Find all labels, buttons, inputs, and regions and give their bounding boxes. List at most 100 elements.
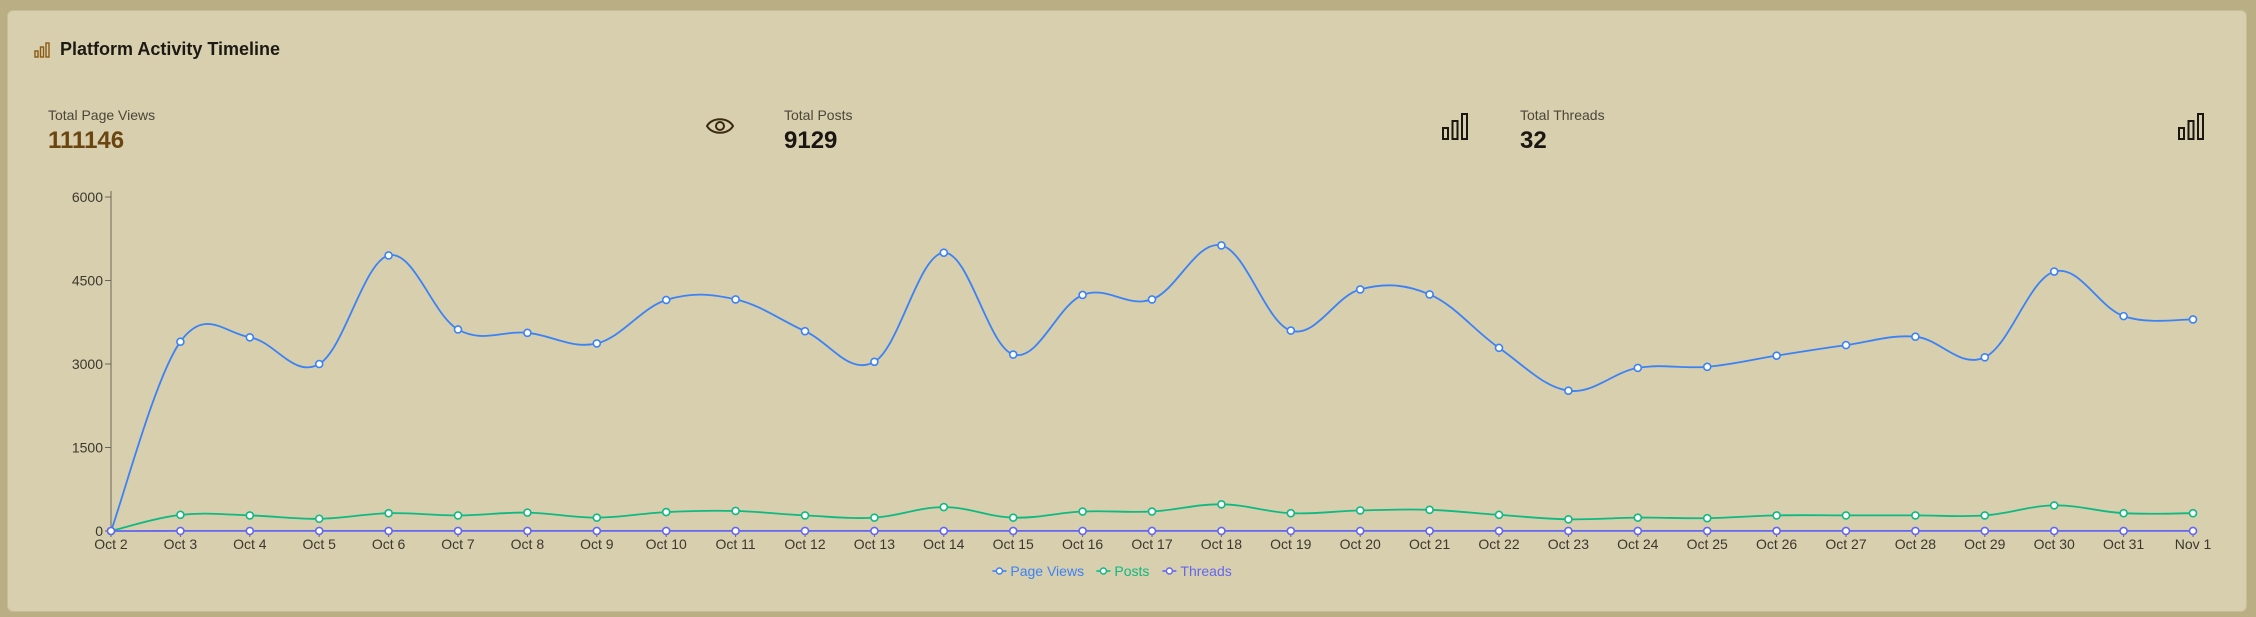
card-title: Platform Activity Timeline: [60, 39, 281, 59]
data-point-posts: [245, 511, 255, 520]
legend-label-page-views: Page Views: [1010, 563, 1084, 579]
data-point-threads: [1286, 526, 1296, 536]
data-point-page-views: [1633, 363, 1643, 373]
stat-page-views: Total Page Views 111146: [48, 107, 748, 167]
data-point-page-views: [1564, 386, 1573, 396]
data-point-posts: [1078, 507, 1087, 516]
bar-chart-icon: [34, 41, 50, 58]
x-tick-label: Oct 26: [1756, 536, 1797, 552]
x-tick-label: Oct 13: [854, 536, 895, 552]
stat-label: Total Posts: [784, 107, 853, 123]
data-point-threads: [523, 526, 532, 536]
data-point-threads: [453, 526, 463, 536]
data-point-page-views: [1147, 295, 1157, 304]
data-point-posts: [1147, 507, 1157, 516]
data-point-threads: [1841, 526, 1851, 536]
data-point-page-views: [1217, 241, 1226, 250]
data-point-page-views: [523, 328, 532, 338]
data-point-posts: [1980, 511, 1990, 520]
stat-value: 32: [1520, 127, 1547, 154]
x-tick-label: Oct 31: [2103, 536, 2144, 552]
x-tick-label: Oct 20: [1340, 536, 1381, 552]
data-point-threads: [1772, 526, 1781, 536]
x-tick-label: Oct 4: [233, 536, 267, 552]
x-tick-label: Oct 28: [1895, 536, 1936, 552]
data-point-threads: [384, 526, 393, 536]
data-point-page-views: [176, 337, 185, 347]
data-point-page-views: [661, 295, 671, 305]
data-point-posts: [1564, 515, 1573, 524]
x-tick-label: Oct 17: [1131, 536, 1172, 552]
data-point-posts: [453, 511, 463, 520]
data-point-page-views: [939, 248, 949, 257]
y-tick-label: 4500: [72, 273, 103, 289]
data-point-threads: [1980, 526, 1990, 536]
y-tick-label: 3000: [72, 356, 103, 372]
y-tick-label: 6000: [72, 189, 103, 205]
data-point-page-views: [453, 325, 463, 334]
card-header: Platform Activity Timeline: [34, 39, 280, 60]
data-point-page-views: [1911, 332, 1920, 342]
data-point-page-views: [1702, 362, 1712, 372]
data-point-threads: [1217, 526, 1226, 536]
x-tick-label: Oct 6: [372, 536, 406, 552]
stat-label: Total Threads: [1520, 107, 1605, 123]
data-point-posts: [2119, 508, 2128, 518]
data-point-threads: [870, 526, 879, 536]
data-point-posts: [1633, 513, 1643, 522]
x-tick-label: Oct 10: [646, 536, 687, 552]
bar-chart-icon: [2177, 113, 2205, 141]
data-point-threads: [176, 526, 185, 536]
data-point-posts: [176, 510, 185, 520]
data-point-page-views: [2188, 315, 2198, 324]
x-tick-label: Oct 27: [1825, 536, 1866, 552]
data-point-page-views: [1425, 290, 1434, 299]
data-point-page-views: [314, 359, 324, 369]
legend-marker-threads: [1165, 567, 1174, 575]
data-point-threads: [800, 526, 810, 536]
data-point-threads: [2119, 526, 2128, 536]
stat-threads: Total Threads 32: [1520, 107, 2220, 167]
x-tick-label: Oct 3: [164, 536, 198, 552]
data-point-page-views: [731, 295, 740, 304]
data-point-posts: [1008, 513, 1018, 522]
data-point-posts: [1494, 510, 1504, 520]
data-point-posts: [2188, 508, 2198, 518]
stats-row: Total Page Views 111146 Total Posts 9129: [48, 107, 2256, 167]
data-point-page-views: [1078, 290, 1087, 300]
data-point-posts: [1911, 511, 1920, 520]
x-tick-label: Oct 14: [923, 536, 964, 552]
data-point-posts: [592, 513, 602, 522]
data-point-threads: [245, 526, 255, 536]
data-point-threads: [1494, 526, 1504, 536]
x-tick-label: Oct 30: [2034, 536, 2075, 552]
data-point-posts: [1702, 513, 1712, 523]
x-tick-label: Oct 25: [1687, 536, 1728, 552]
x-tick-label: Oct 18: [1201, 536, 1242, 552]
x-tick-label: Oct 24: [1617, 536, 1658, 552]
x-tick-label: Oct 29: [1964, 536, 2005, 552]
data-point-threads: [1355, 526, 1365, 536]
data-point-threads: [2049, 526, 2059, 536]
data-point-page-views: [1008, 350, 1018, 359]
data-point-threads: [1425, 526, 1434, 536]
data-point-page-views: [1772, 351, 1781, 360]
data-point-page-views: [1355, 285, 1365, 294]
x-tick-label: Oct 12: [784, 536, 825, 552]
stat-posts: Total Posts 9129: [784, 107, 1484, 167]
data-point-threads: [1702, 526, 1712, 536]
data-point-page-views: [2049, 267, 2059, 276]
stat-label: Total Page Views: [48, 107, 156, 123]
stat-value: 111146: [48, 127, 125, 154]
data-point-posts: [1772, 511, 1781, 520]
x-tick-label: Oct 19: [1270, 536, 1311, 552]
data-point-threads: [2188, 526, 2198, 536]
data-point-threads: [106, 526, 116, 536]
data-point-threads: [1147, 526, 1157, 536]
x-tick-label: Oct 15: [993, 536, 1034, 552]
stat-value: 9129: [784, 127, 838, 154]
data-point-posts: [1286, 508, 1296, 518]
x-tick-label: Oct 5: [302, 536, 336, 552]
data-point-threads: [731, 526, 740, 536]
